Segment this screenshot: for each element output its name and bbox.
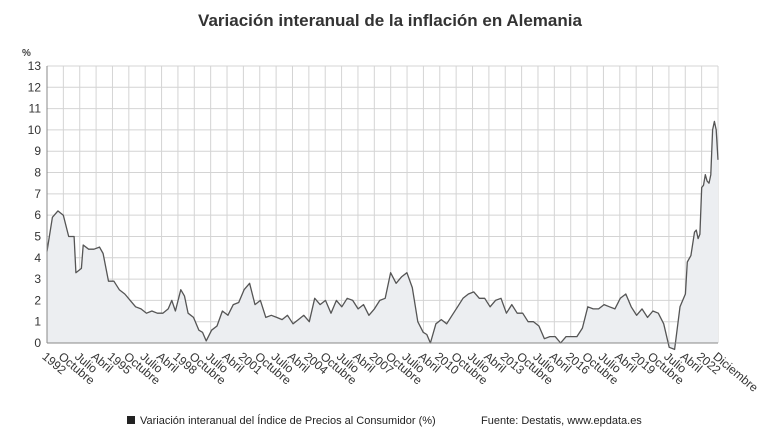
y-tick-label: 0 <box>34 336 41 350</box>
legend: Variación interanual del Índice de Preci… <box>127 414 642 427</box>
legend-label: Variación interanual del Índice de Preci… <box>140 414 436 427</box>
y-tick-label: 11 <box>29 102 42 116</box>
y-axis-unit: % <box>22 48 31 59</box>
source-note: Fuente: Destatis, www.epdata.es <box>481 415 642 427</box>
y-tick-label: 7 <box>34 187 41 201</box>
y-tick-label: 13 <box>28 59 42 73</box>
y-tick-label: 5 <box>34 229 41 243</box>
grid-lines <box>46 65 719 344</box>
y-tick-label: 1 <box>34 315 41 329</box>
y-tick-label: 3 <box>34 272 41 286</box>
y-tick-label: 6 <box>34 208 41 222</box>
y-tick-label: 8 <box>34 166 41 180</box>
series-line <box>46 120 719 351</box>
y-tick-label: 12 <box>28 80 42 94</box>
y-tick-label: 9 <box>34 144 41 158</box>
y-tick-label: 2 <box>34 293 41 307</box>
chart-title: Variación interanual de la inflación en … <box>198 11 582 30</box>
series-area-fill <box>47 121 718 350</box>
y-tick-label: 4 <box>34 251 41 265</box>
x-axis-ticks: 1992OctubreJulioAbril1995OctubreJulioAbr… <box>39 349 761 395</box>
legend-swatch <box>127 416 135 424</box>
plot-area <box>46 66 719 351</box>
y-tick-label: 10 <box>28 123 42 137</box>
